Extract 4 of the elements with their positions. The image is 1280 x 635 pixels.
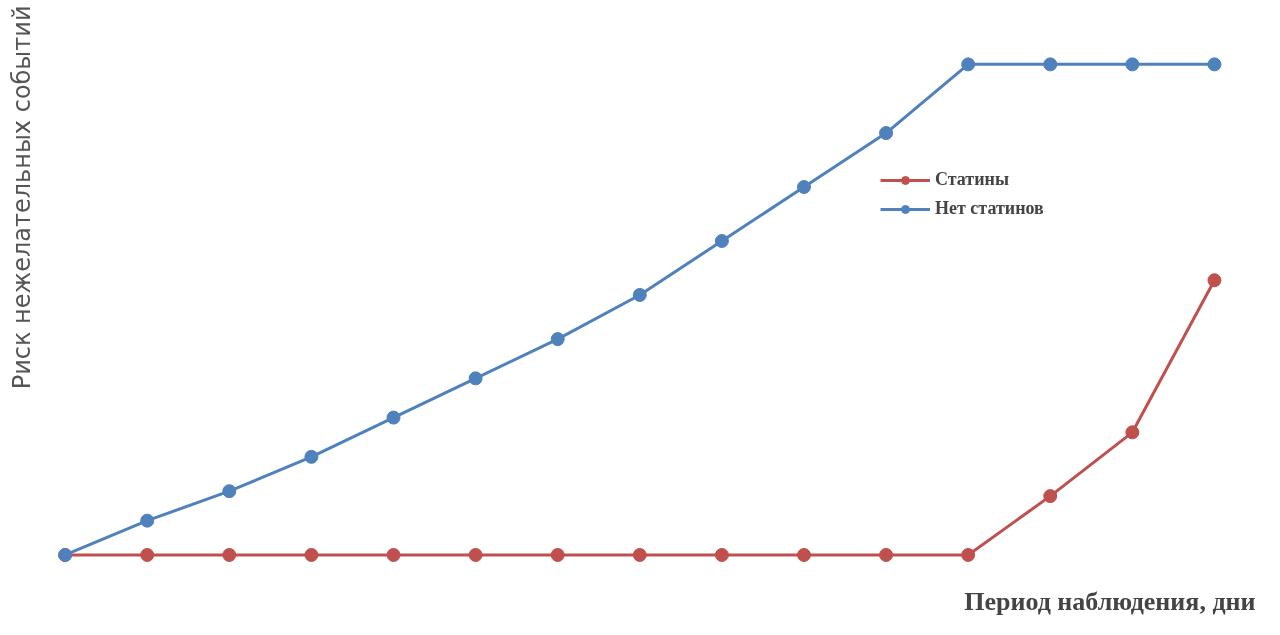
y-axis-title: Риск нежелательных событий (7, 5, 36, 390)
x-axis-title: Период наблюдения, дни (964, 586, 1256, 616)
legend-label: Нет статинов (935, 198, 1044, 219)
legend-label: Статины (935, 169, 1009, 190)
